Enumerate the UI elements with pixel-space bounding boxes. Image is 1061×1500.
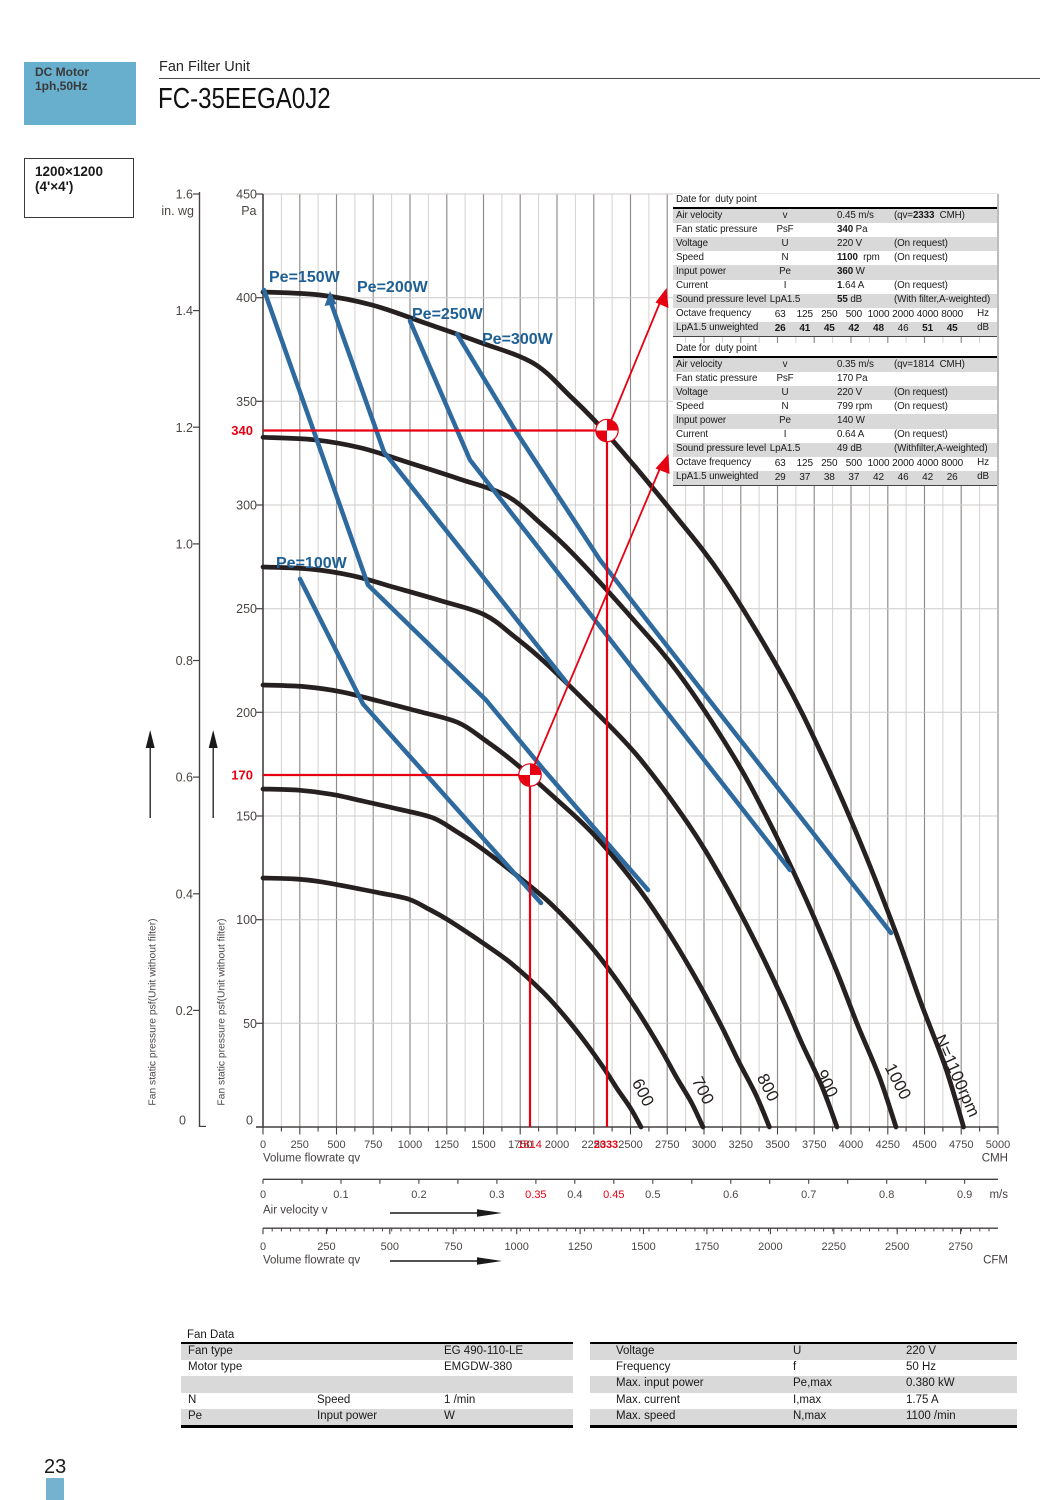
svg-text:Air velocity v: Air velocity v bbox=[263, 1205, 328, 1217]
svg-text:Fan static pressure psf(Unit w: Fan static pressure psf(Unit without fil… bbox=[217, 918, 228, 1105]
svg-text:1.4: 1.4 bbox=[176, 304, 193, 318]
svg-text:Pe=200W: Pe=200W bbox=[357, 279, 429, 296]
svg-text:50: 50 bbox=[243, 1017, 257, 1031]
svg-text:4500: 4500 bbox=[912, 1139, 936, 1151]
svg-text:Volume flowrate qv: Volume flowrate qv bbox=[263, 1255, 360, 1267]
svg-text:600: 600 bbox=[628, 1076, 658, 1110]
svg-text:1.0: 1.0 bbox=[176, 537, 193, 551]
svg-text:Pe=300W: Pe=300W bbox=[482, 331, 554, 348]
svg-text:0.6: 0.6 bbox=[723, 1189, 738, 1201]
svg-text:500: 500 bbox=[327, 1139, 345, 1151]
svg-text:0.3: 0.3 bbox=[489, 1189, 504, 1201]
svg-text:1.2: 1.2 bbox=[176, 421, 193, 435]
svg-text:Pe=100W: Pe=100W bbox=[276, 555, 348, 572]
svg-text:4250: 4250 bbox=[876, 1139, 900, 1151]
svg-text:1000: 1000 bbox=[504, 1241, 528, 1253]
svg-text:0.35: 0.35 bbox=[525, 1189, 546, 1201]
svg-text:3500: 3500 bbox=[765, 1139, 789, 1151]
svg-text:5000: 5000 bbox=[986, 1139, 1010, 1151]
svg-text:0: 0 bbox=[179, 1114, 186, 1128]
svg-text:0: 0 bbox=[260, 1139, 266, 1151]
svg-text:1250: 1250 bbox=[435, 1139, 459, 1151]
svg-text:250: 250 bbox=[236, 602, 257, 616]
svg-text:400: 400 bbox=[236, 291, 257, 305]
svg-text:2333: 2333 bbox=[594, 1139, 618, 1151]
svg-text:Pe=250W: Pe=250W bbox=[412, 306, 484, 323]
svg-text:1750: 1750 bbox=[695, 1241, 719, 1253]
svg-text:0.2: 0.2 bbox=[411, 1189, 426, 1201]
svg-text:1500: 1500 bbox=[471, 1139, 495, 1151]
svg-text:750: 750 bbox=[364, 1139, 382, 1151]
svg-text:0.7: 0.7 bbox=[801, 1189, 816, 1201]
svg-text:3000: 3000 bbox=[692, 1139, 716, 1151]
svg-text:2500: 2500 bbox=[885, 1241, 909, 1253]
svg-text:1814: 1814 bbox=[517, 1139, 541, 1151]
svg-text:1000: 1000 bbox=[398, 1139, 422, 1151]
svg-text:450: 450 bbox=[236, 188, 257, 202]
svg-text:2750: 2750 bbox=[655, 1139, 679, 1151]
svg-text:2500: 2500 bbox=[618, 1139, 642, 1151]
svg-text:1750: 1750 bbox=[508, 1139, 532, 1151]
svg-text:0.45: 0.45 bbox=[603, 1189, 624, 1201]
svg-text:CMH: CMH bbox=[982, 1153, 1008, 1165]
svg-text:3750: 3750 bbox=[802, 1139, 826, 1151]
svg-text:300: 300 bbox=[236, 499, 257, 513]
svg-text:150: 150 bbox=[236, 810, 257, 824]
svg-text:100: 100 bbox=[236, 913, 257, 927]
svg-text:0.4: 0.4 bbox=[567, 1189, 582, 1201]
svg-text:0.2: 0.2 bbox=[176, 1004, 193, 1018]
svg-text:2000: 2000 bbox=[545, 1139, 569, 1151]
svg-text:Volume flowrate qv: Volume flowrate qv bbox=[263, 1153, 360, 1165]
svg-text:0.6: 0.6 bbox=[176, 771, 193, 785]
svg-text:4000: 4000 bbox=[839, 1139, 863, 1151]
svg-text:200: 200 bbox=[236, 706, 257, 720]
svg-text:1500: 1500 bbox=[631, 1241, 655, 1253]
svg-text:250: 250 bbox=[317, 1241, 335, 1253]
svg-text:0.4: 0.4 bbox=[176, 887, 193, 901]
svg-text:in. wg: in. wg bbox=[161, 204, 194, 218]
svg-text:0.8: 0.8 bbox=[879, 1189, 894, 1201]
svg-text:2250: 2250 bbox=[582, 1139, 606, 1151]
svg-text:2750: 2750 bbox=[948, 1241, 972, 1253]
svg-text:500: 500 bbox=[381, 1241, 399, 1253]
svg-text:170: 170 bbox=[231, 768, 253, 783]
svg-text:0.1: 0.1 bbox=[333, 1189, 348, 1201]
svg-text:2250: 2250 bbox=[822, 1241, 846, 1253]
svg-text:4750: 4750 bbox=[949, 1139, 973, 1151]
svg-text:0: 0 bbox=[260, 1241, 266, 1253]
svg-text:0.5: 0.5 bbox=[645, 1189, 660, 1201]
svg-text:1250: 1250 bbox=[568, 1241, 592, 1253]
svg-text:m/s: m/s bbox=[989, 1189, 1008, 1201]
svg-text:Pa: Pa bbox=[241, 204, 256, 218]
svg-text:2000: 2000 bbox=[758, 1241, 782, 1253]
svg-text:250: 250 bbox=[291, 1139, 309, 1151]
svg-text:0.8: 0.8 bbox=[176, 654, 193, 668]
svg-text:750: 750 bbox=[444, 1241, 462, 1253]
svg-text:1.6: 1.6 bbox=[176, 188, 193, 202]
svg-text:0: 0 bbox=[260, 1189, 266, 1201]
svg-text:Fan static pressure psf(Unit w: Fan static pressure psf(Unit without fil… bbox=[148, 918, 159, 1105]
svg-text:0: 0 bbox=[246, 1114, 253, 1128]
svg-text:3250: 3250 bbox=[729, 1139, 753, 1151]
svg-text:350: 350 bbox=[236, 395, 257, 409]
svg-text:CFM: CFM bbox=[983, 1255, 1008, 1267]
svg-text:0.9: 0.9 bbox=[957, 1189, 972, 1201]
svg-text:340: 340 bbox=[231, 423, 253, 438]
svg-text:Pe=150W: Pe=150W bbox=[269, 269, 341, 286]
